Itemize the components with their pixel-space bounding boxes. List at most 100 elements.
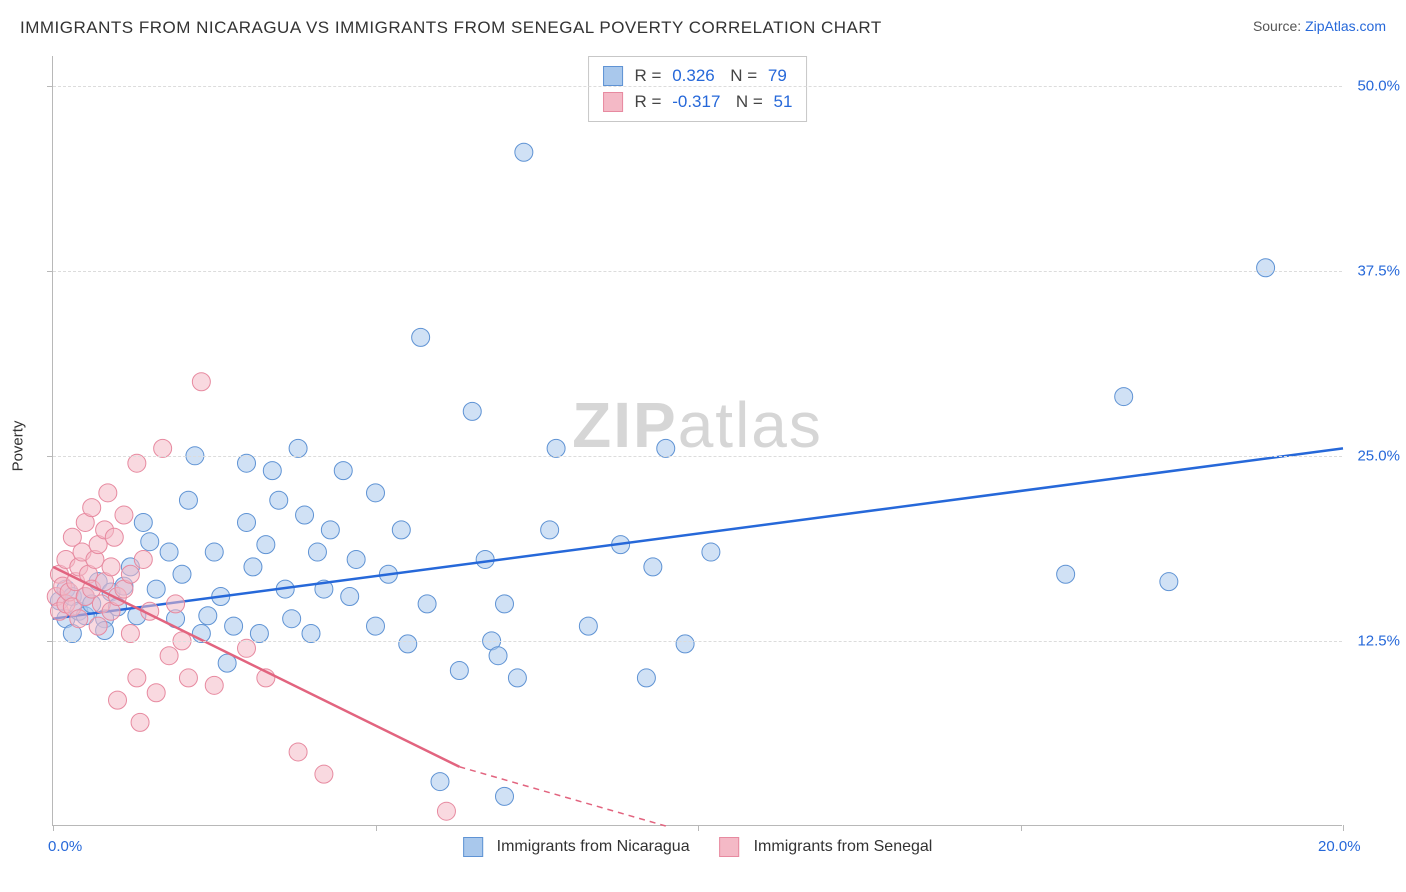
legend-label-senegal: Immigrants from Senegal [754,838,933,856]
x-tick-label: 20.0% [1318,838,1361,855]
data-point [160,647,178,665]
data-point [270,491,288,509]
data-point [147,684,165,702]
data-point [676,635,694,653]
data-point [489,647,507,665]
y-tick-label: 25.0% [1357,447,1400,464]
data-point [399,635,417,653]
trend-line-extrapolated [459,767,665,826]
data-point [657,439,675,457]
data-point [128,454,146,472]
gridline [53,641,1342,642]
data-point [173,565,191,583]
source-link[interactable]: ZipAtlas.com [1305,18,1386,34]
data-point [302,625,320,643]
data-point [99,484,117,502]
data-point [167,595,185,613]
data-point [367,617,385,635]
trend-line [53,448,1343,618]
gridline [53,456,1342,457]
data-point [431,773,449,791]
data-point [637,669,655,687]
data-point [392,521,410,539]
data-point [437,802,455,820]
data-point [179,491,197,509]
data-point [508,669,526,687]
data-point [154,439,172,457]
data-point [257,536,275,554]
gridline [53,86,1342,87]
data-point [644,558,662,576]
data-point [541,521,559,539]
data-point [289,743,307,761]
data-point [70,610,88,628]
legend-swatch-senegal-b [720,837,740,857]
data-point [89,617,107,635]
data-point [160,543,178,561]
data-point [134,513,152,531]
chart-svg [53,56,1342,825]
data-point [244,558,262,576]
legend-swatch-nicaragua-b [463,837,483,857]
data-point [115,506,133,524]
data-point [315,765,333,783]
data-point [1057,565,1075,583]
data-point [263,462,281,480]
data-point [205,676,223,694]
data-point [1257,259,1275,277]
data-point [476,550,494,568]
data-point [321,521,339,539]
data-point [225,617,243,635]
data-point [1160,573,1178,591]
data-point [1115,388,1133,406]
data-point [515,143,533,161]
data-point [105,528,123,546]
legend-label-nicaragua: Immigrants from Nicaragua [497,838,690,856]
y-tick-label: 50.0% [1357,77,1400,94]
data-point [347,550,365,568]
data-point [579,617,597,635]
data-point [192,373,210,391]
gridline [53,271,1342,272]
plot-area: ZIPatlas R = 0.326 N = 79 R = -0.317 N =… [52,56,1342,826]
data-point [238,454,256,472]
y-tick-label: 37.5% [1357,262,1400,279]
data-point [102,558,120,576]
data-point [141,533,159,551]
data-point [367,484,385,502]
data-point [121,565,139,583]
data-point [450,662,468,680]
data-point [250,625,268,643]
trend-line [53,567,459,767]
data-point [121,625,139,643]
chart-header: IMMIGRANTS FROM NICARAGUA VS IMMIGRANTS … [20,18,1386,38]
data-point [131,713,149,731]
data-point [238,639,256,657]
data-point [412,328,430,346]
data-point [463,402,481,420]
data-point [341,587,359,605]
y-tick-label: 12.5% [1357,632,1400,649]
legend-item-nicaragua: Immigrants from Nicaragua [463,837,690,857]
data-point [83,499,101,517]
data-point [496,595,514,613]
data-point [418,595,436,613]
data-point [308,543,326,561]
chart-title: IMMIGRANTS FROM NICARAGUA VS IMMIGRANTS … [20,18,882,38]
chart-source: Source: ZipAtlas.com [1253,18,1386,34]
data-point [283,610,301,628]
data-point [205,543,223,561]
data-point [109,691,127,709]
data-point [134,550,152,568]
legend-item-senegal: Immigrants from Senegal [720,837,933,857]
data-point [199,607,217,625]
data-point [179,669,197,687]
data-point [496,787,514,805]
data-point [702,543,720,561]
data-point [289,439,307,457]
data-point [238,513,256,531]
legend-bottom: Immigrants from Nicaragua Immigrants fro… [463,837,933,857]
data-point [128,669,146,687]
data-point [296,506,314,524]
data-point [334,462,352,480]
